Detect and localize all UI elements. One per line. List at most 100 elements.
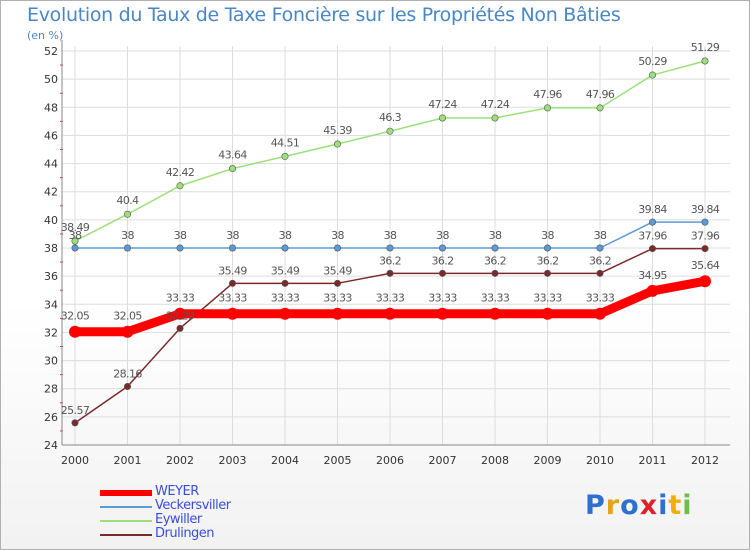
y-tick-label: 32 <box>44 326 58 339</box>
x-tick-label: 2012 <box>691 454 719 467</box>
data-label-veckersviller: 38 <box>384 229 397 242</box>
data-point-drulingen <box>176 324 184 332</box>
data-label-drulingen: 36.2 <box>379 254 401 267</box>
data-label-eywiller: 43.64 <box>218 149 247 162</box>
data-label-veckersviller: 39.84 <box>691 203 720 216</box>
data-point-eywiller <box>333 140 341 148</box>
y-axis-unit-label: (en %) <box>27 29 64 42</box>
data-point-eywiller <box>701 57 709 65</box>
data-label-veckersviller: 38 <box>594 229 607 242</box>
data-label-eywiller: 45.39 <box>323 124 352 137</box>
data-label-eywiller: 47.96 <box>586 88 615 101</box>
data-point-drulingen <box>71 419 79 427</box>
data-point-veckersviller <box>176 244 184 252</box>
data-point-veckersviller <box>438 244 446 252</box>
data-label-weyer: 33.33 <box>323 292 352 305</box>
y-tick-label: 42 <box>44 186 58 199</box>
data-point-eywiller <box>176 182 184 190</box>
data-point-weyer <box>121 325 134 338</box>
y-tick-label: 30 <box>44 355 58 368</box>
x-tick-label: 2008 <box>481 454 509 467</box>
data-label-drulingen: 37.96 <box>691 230 720 243</box>
x-tick-label: 2000 <box>61 454 89 467</box>
y-tick-label: 24 <box>44 439 58 452</box>
data-label-weyer: 33.33 <box>428 292 457 305</box>
data-point-eywiller <box>491 114 499 122</box>
data-point-weyer <box>226 307 239 320</box>
data-point-weyer <box>436 307 449 320</box>
data-label-eywiller: 47.24 <box>428 98 457 111</box>
data-label-weyer: 32.05 <box>61 310 90 323</box>
data-point-veckersviller <box>491 244 499 252</box>
data-label-veckersviller: 38 <box>279 229 292 242</box>
data-label-eywiller: 44.51 <box>271 136 300 149</box>
data-point-drulingen <box>333 279 341 287</box>
data-point-drulingen <box>281 279 289 287</box>
data-point-weyer <box>174 307 186 320</box>
data-point-drulingen <box>491 269 499 277</box>
y-tick-label: 50 <box>44 73 58 86</box>
data-label-weyer: 33.33 <box>533 292 562 305</box>
data-label-eywiller: 40.4 <box>116 194 139 207</box>
data-label-drulingen: 35.49 <box>271 264 300 277</box>
data-label-drulingen: 36.2 <box>589 254 611 267</box>
data-point-drulingen <box>701 245 709 253</box>
data-point-veckersviller <box>333 244 341 252</box>
x-tick-label: 2011 <box>639 454 667 467</box>
legend-swatch-drulingen <box>100 534 152 536</box>
legend-item-drulingen: Drulingen <box>100 526 300 542</box>
data-label-veckersviller: 38 <box>436 229 449 242</box>
data-label-eywiller: 42.42 <box>166 166 195 179</box>
data-point-weyer <box>331 307 344 320</box>
data-label-veckersviller: 39.84 <box>638 203 667 216</box>
data-point-weyer <box>594 307 606 320</box>
data-point-veckersviller <box>281 244 289 252</box>
data-label-drulingen: 28.16 <box>113 367 142 380</box>
proxiti-logo: Proxiti <box>585 490 693 521</box>
data-point-veckersviller <box>229 244 237 252</box>
data-point-eywiller <box>648 71 656 79</box>
data-label-weyer: 32.05 <box>113 310 142 323</box>
y-tick-label: 40 <box>44 214 58 227</box>
x-tick-label: 2007 <box>429 454 457 467</box>
data-point-weyer <box>541 307 554 320</box>
legend-label-veckersviller: Veckersviller <box>155 498 231 513</box>
logo-letter: t <box>668 490 683 521</box>
data-label-drulingen: 36.2 <box>431 254 453 267</box>
logo-letter: P <box>585 490 606 521</box>
data-label-weyer: 34.95 <box>638 269 667 282</box>
legend-label-drulingen: Drulingen <box>155 526 215 541</box>
data-point-drulingen <box>543 269 551 277</box>
logo-letter: o <box>620 490 640 521</box>
data-label-drulingen: 37.96 <box>638 230 667 243</box>
data-point-weyer <box>69 325 81 338</box>
data-point-weyer <box>489 307 501 320</box>
data-label-weyer: 33.33 <box>376 292 405 305</box>
data-label-veckersviller: 38 <box>541 229 554 242</box>
logo-letter: r <box>605 490 621 521</box>
y-tick-label: 46 <box>44 129 58 142</box>
data-point-drulingen <box>438 269 446 277</box>
logo-letter: i <box>682 490 693 521</box>
data-label-veckersviller: 38 <box>69 229 82 242</box>
logo-letter: x <box>639 490 659 521</box>
y-tick-label: 34 <box>44 298 58 311</box>
data-point-veckersviller <box>124 244 132 252</box>
y-tick-label: 26 <box>44 411 58 424</box>
data-label-veckersviller: 38 <box>489 229 502 242</box>
data-label-drulingen: 32.29 <box>166 309 195 322</box>
data-point-eywiller <box>281 152 289 160</box>
y-tick-label: 48 <box>44 101 58 114</box>
data-point-drulingen <box>386 269 394 277</box>
y-tick-label: 36 <box>44 270 58 283</box>
y-tick-label: 52 <box>44 45 58 58</box>
x-tick-label: 2004 <box>271 454 299 467</box>
legend-swatch-weyer <box>100 490 152 496</box>
chart-title: Evolution du Taux de Taxe Foncière sur l… <box>27 4 621 26</box>
data-point-drulingen <box>596 269 604 277</box>
data-point-drulingen <box>124 382 132 390</box>
data-label-drulingen: 25.57 <box>61 404 90 417</box>
data-label-eywiller: 38.49 <box>61 221 90 234</box>
data-point-weyer <box>699 275 711 288</box>
